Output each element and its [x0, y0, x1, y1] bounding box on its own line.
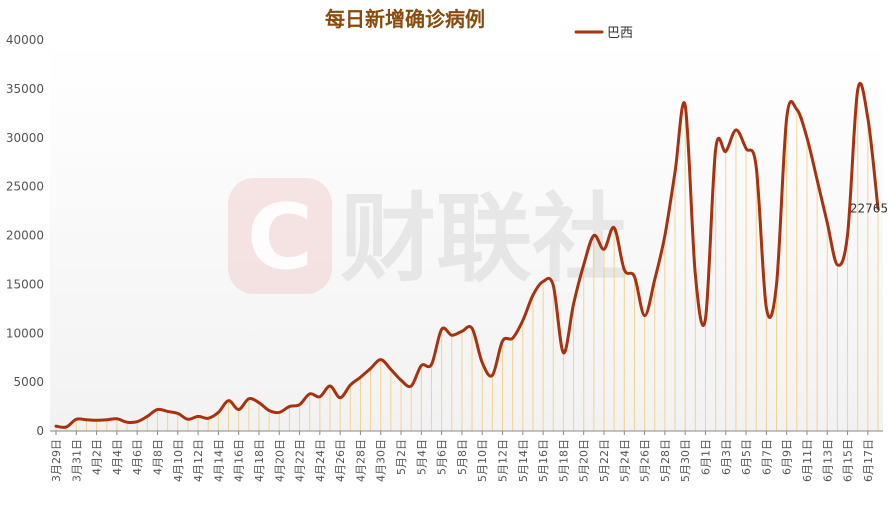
last-value-label: 22765 [850, 201, 888, 215]
x-tick-label: 6月1日 [699, 439, 712, 475]
chart-title: 每日新增确诊病例 [325, 7, 485, 31]
x-tick-label: 5月4日 [415, 439, 428, 475]
y-tick-label: 25000 [6, 180, 44, 194]
watermark-logo-letter: C [247, 185, 313, 290]
y-tick-label: 30000 [6, 131, 44, 145]
watermark: C 财联社 [228, 178, 628, 295]
x-tick-label: 5月26日 [639, 439, 652, 482]
x-tick-label: 3月29日 [50, 439, 63, 482]
y-tick-label: 15000 [6, 277, 44, 291]
x-tick-label: 5月28日 [659, 439, 672, 482]
legend[interactable]: 巴西 [574, 26, 633, 41]
x-tick-label: 5月8日 [456, 439, 469, 475]
x-tick-label: 4月8日 [151, 439, 164, 475]
x-tick-label: 5月14日 [517, 439, 530, 482]
watermark-text: 财联社 [340, 183, 628, 295]
x-tick-label: 6月9日 [781, 439, 794, 475]
x-tick-label: 5月30日 [679, 439, 692, 482]
legend-label: 巴西 [607, 26, 633, 41]
x-tick-label: 5月12日 [497, 439, 510, 482]
x-tick-label: 5月18日 [557, 439, 570, 482]
y-tick-label: 40000 [6, 33, 44, 47]
x-tick-label: 4月24日 [314, 439, 327, 482]
x-tick-label: 6月5日 [740, 439, 753, 475]
x-tick-label: 4月10日 [172, 439, 185, 482]
x-tick-label: 4月16日 [233, 439, 246, 482]
x-tick-label: 4月20日 [273, 439, 286, 482]
x-tick-label: 6月17日 [862, 439, 875, 482]
x-tick-label: 4月30日 [375, 439, 388, 482]
y-tick-label: 35000 [6, 82, 44, 96]
y-axis: 0 5000 10000 15000 20000 25000 30000 35000 40000 [6, 33, 883, 438]
x-tick-label: 6月7日 [760, 439, 773, 475]
value-drop-lines [55, 89, 879, 431]
x-tick-label: 4月12日 [192, 439, 205, 482]
x-tick-label: 4月18日 [253, 439, 266, 482]
y-tick-label: 5000 [13, 375, 44, 389]
x-tick-label: 4月6日 [131, 439, 144, 475]
watermark-logo [228, 178, 332, 294]
x-tick-label: 6月11日 [801, 439, 814, 482]
x-tick-label: 4月22日 [294, 439, 307, 482]
x-tick-label: 4月28日 [354, 439, 367, 482]
x-tick-label: 6月15日 [842, 439, 855, 482]
plot-background [50, 40, 883, 431]
series-line-brazil [54, 81, 880, 429]
y-tick-label: 20000 [6, 229, 44, 243]
x-tick-label: 5月6日 [436, 439, 449, 475]
x-tick-label: 4月14日 [212, 439, 225, 482]
x-tick-label: 6月3日 [720, 439, 733, 475]
x-tick-label: 5月22日 [598, 439, 611, 482]
y-tick-label: 0 [36, 424, 44, 438]
x-tick-label: 3月31日 [70, 439, 83, 482]
x-tick-label: 6月13日 [821, 439, 834, 482]
x-axis: 3月29日 3月31日 4月2日 4月4日 4月6日 4月8日 4月10日 4月12日 4月14… [50, 431, 875, 482]
x-tick-label: 5月2日 [395, 439, 408, 475]
x-tick-label: 4月2日 [91, 439, 104, 475]
x-tick-label: 4月26日 [334, 439, 347, 482]
x-tick-label: 4月4日 [111, 439, 124, 475]
x-tick-label: 5月20日 [578, 439, 591, 482]
x-tick-label: 5月10日 [476, 439, 489, 482]
y-tick-label: 10000 [6, 326, 44, 340]
x-tick-label: 5月24日 [618, 439, 631, 482]
x-tick-label: 5月16日 [537, 439, 550, 482]
